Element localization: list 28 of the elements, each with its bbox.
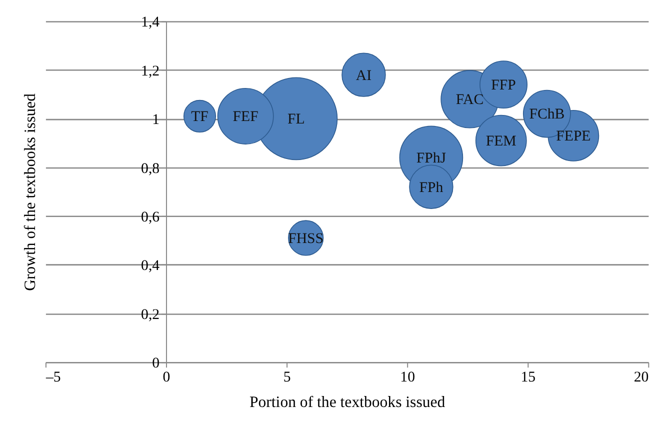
x-tick-label: 15 bbox=[520, 369, 536, 386]
y-tick-label: 0,4 bbox=[141, 258, 160, 274]
series-label: FEPE bbox=[556, 128, 591, 145]
x-tick-label: 0 bbox=[162, 369, 170, 386]
y-tick-label: 0,2 bbox=[141, 306, 160, 323]
series-label: TF bbox=[191, 109, 208, 126]
y-tick-label: 1,2 bbox=[141, 63, 160, 80]
x-tick-label: 20 bbox=[634, 369, 649, 386]
x-tick-label: 10 bbox=[400, 369, 415, 386]
series-label: FEM bbox=[486, 134, 516, 150]
y-tick-label: 1,4 bbox=[141, 14, 160, 31]
y-tick-label: 0,6 bbox=[141, 209, 160, 226]
series-label: AI bbox=[356, 68, 372, 84]
series-label: FPh bbox=[419, 180, 444, 196]
y-tick-label: 1 bbox=[152, 112, 160, 128]
series-label: FFP bbox=[491, 78, 516, 94]
x-axis-title: Portion of the textbooks issued bbox=[249, 394, 446, 412]
series-label: FEF bbox=[232, 109, 258, 126]
x-tick-label: 5 bbox=[283, 369, 291, 386]
series-label: FChB bbox=[529, 106, 565, 123]
x-tick-label: –5 bbox=[44, 369, 61, 386]
series-label: FHSS bbox=[288, 230, 324, 247]
y-tick-label: 0 bbox=[152, 356, 160, 372]
series-label: FAC bbox=[456, 92, 484, 108]
y-axis-title: Growth of the textbooks issued bbox=[22, 93, 40, 291]
y-tick-label: 0,8 bbox=[141, 160, 160, 177]
series-label: FPhJ bbox=[416, 150, 446, 167]
series-label: FL bbox=[288, 112, 305, 128]
